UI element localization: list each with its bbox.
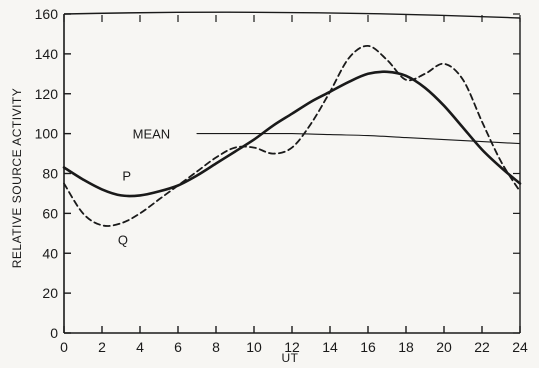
x-axis-ticks: 0 2 4 6 8 10 12 14 16 18 20 22 24 (60, 15, 528, 355)
x-tick-label: 4 (136, 339, 144, 355)
x-axis-title: UT (282, 351, 299, 365)
y-tick-label: 0 (50, 325, 58, 341)
x-tick-label: 22 (474, 339, 490, 355)
y-axis-ticks: 0 20 40 60 80 100 120 140 160 (35, 6, 520, 341)
x-tick-label: 20 (436, 339, 452, 355)
x-tick-label: 10 (246, 339, 262, 355)
x-tick-label: 14 (322, 339, 338, 355)
y-tick-label: 80 (42, 166, 58, 182)
series-layer (62, 45, 522, 227)
series-line-q (63, 45, 521, 227)
y-tick-label: 120 (35, 86, 59, 102)
x-tick-label: 24 (512, 339, 528, 355)
x-tick-label: 8 (212, 339, 220, 355)
annotation-layer: MEAN P Q (118, 127, 170, 248)
y-axis-title: RELATIVE SOURCE ACTIVITY (10, 88, 24, 268)
curve-label-q: Q (118, 232, 128, 247)
series-line-p (62, 70, 522, 198)
y-tick-label: 20 (42, 285, 58, 301)
curve-label-p: P (122, 168, 131, 183)
curve-label-mean: MEAN (133, 127, 171, 142)
y-tick-label: 160 (35, 6, 59, 22)
x-tick-label: 0 (60, 339, 68, 355)
x-tick-label: 6 (174, 339, 182, 355)
x-tick-label: 2 (98, 339, 106, 355)
y-tick-label: 40 (42, 245, 58, 261)
y-tick-label: 60 (42, 205, 58, 221)
plot-frame (63, 11, 521, 334)
plot-top-border (63, 11, 521, 19)
x-tick-label: 12 (284, 339, 300, 355)
y-tick-label: 140 (35, 46, 59, 62)
series-line-mean (196, 133, 521, 145)
x-tick-label: 16 (360, 339, 376, 355)
x-tick-label: 18 (398, 339, 414, 355)
y-tick-label: 100 (35, 126, 59, 142)
